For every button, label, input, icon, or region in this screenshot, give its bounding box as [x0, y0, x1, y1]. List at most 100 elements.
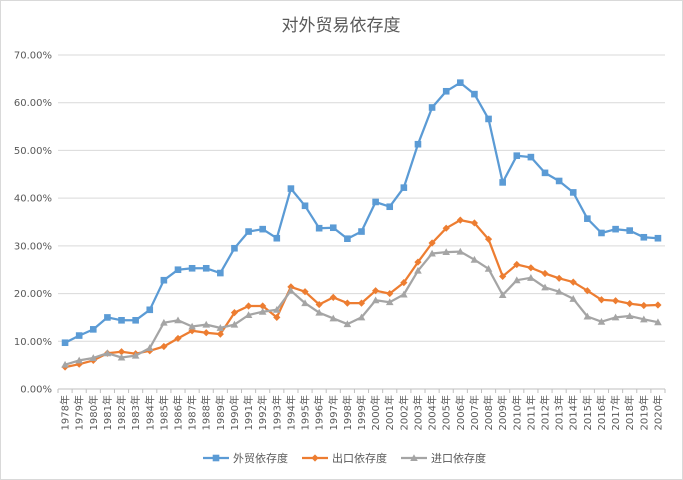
data-point: [513, 260, 521, 269]
data-point: [61, 339, 69, 347]
data-point: [400, 278, 408, 287]
data-point: [555, 274, 563, 282]
data-point: [414, 258, 422, 266]
data-point: [555, 177, 563, 185]
x-tick-label: 1991年: [242, 395, 255, 430]
data-point: [315, 300, 323, 309]
data-point: [202, 264, 210, 272]
data-point: [118, 316, 125, 324]
data-point: [358, 228, 365, 235]
data-point: [541, 269, 549, 278]
y-tick-label: 50.00%: [14, 146, 52, 157]
data-point: [400, 184, 408, 191]
x-tick-label: 1987年: [186, 395, 199, 430]
data-point: [385, 298, 394, 306]
data-point: [371, 296, 380, 304]
data-point: [597, 317, 606, 325]
data-point: [470, 255, 479, 263]
gridlines: [58, 54, 665, 390]
data-point: [386, 203, 394, 211]
x-tick-label: 1984年: [143, 395, 156, 430]
data-point: [230, 320, 239, 328]
data-point: [160, 318, 168, 326]
data-point: [484, 264, 493, 272]
series-line: [64, 250, 659, 366]
series-2: [61, 216, 662, 371]
data-point: [287, 286, 295, 294]
data-point: [386, 289, 394, 298]
data-point: [103, 349, 112, 357]
x-tick-label: 1998年: [341, 395, 354, 430]
x-tick-label: 1995年: [299, 395, 312, 430]
data-point: [456, 247, 465, 255]
y-tick-label: 70.00%: [14, 51, 52, 62]
data-point: [75, 332, 83, 339]
data-point: [216, 324, 225, 331]
data-point: [626, 299, 634, 308]
x-tick-label: 1996年: [313, 395, 326, 430]
data-point: [654, 318, 662, 326]
x-tick-label: 1978年: [59, 395, 72, 430]
data-point: [132, 316, 139, 324]
data-point: [498, 291, 507, 299]
data-point: [527, 274, 535, 281]
data-point: [428, 239, 436, 247]
data-point: [104, 314, 111, 321]
data-point: [372, 198, 379, 206]
data-point: [499, 272, 507, 280]
data-point: [471, 90, 478, 98]
legend-item: 外贸依存度: [203, 451, 288, 465]
data-point: [640, 301, 648, 310]
data-point: [512, 276, 521, 284]
data-point: [315, 308, 323, 316]
data-point: [598, 229, 605, 237]
data-point: [230, 309, 239, 317]
x-tick-label: 2004年: [426, 395, 439, 430]
x-tick-label: 2008年: [482, 395, 495, 430]
data-point: [499, 179, 506, 186]
data-point: [485, 115, 492, 123]
x-tick-label: 2011年: [524, 395, 537, 430]
data-point: [145, 344, 154, 351]
data-point: [301, 202, 309, 210]
data-point: [597, 296, 606, 304]
x-tick-label: 1986年: [171, 395, 184, 430]
y-tick-label: 40.00%: [14, 194, 52, 205]
data-point: [442, 248, 450, 256]
data-point: [287, 185, 295, 192]
series-layer: [61, 79, 662, 371]
data-point: [217, 269, 224, 277]
data-point: [414, 140, 422, 148]
data-point: [654, 301, 662, 309]
data-point: [216, 330, 224, 338]
data-point: [329, 224, 337, 232]
data-point: [611, 297, 620, 305]
data-point: [75, 360, 83, 368]
data-point: [174, 266, 182, 274]
data-point: [273, 305, 281, 313]
data-point: [202, 320, 211, 328]
y-tick-label: 0.00%: [20, 385, 52, 396]
data-point: [231, 244, 238, 252]
x-tick-label: 2003年: [411, 395, 424, 430]
data-point: [202, 329, 210, 337]
chart-title: 对外贸易依存度: [282, 16, 401, 36]
data-point: [131, 351, 140, 359]
x-tick-label: 1983年: [129, 395, 142, 430]
y-tick-label: 30.00%: [14, 241, 52, 252]
legend-label: 外贸依存度: [233, 451, 288, 465]
data-point: [513, 152, 521, 159]
x-tick-label: 2002年: [397, 395, 410, 430]
data-point: [343, 299, 351, 307]
data-point: [301, 288, 309, 296]
data-point: [640, 233, 648, 241]
x-tick-label: 2017年: [609, 395, 622, 430]
data-point: [625, 312, 634, 319]
data-point: [273, 234, 281, 242]
data-point: [188, 322, 196, 330]
x-tick-label: 1992年: [256, 395, 269, 430]
x-tick-label: 2012年: [539, 395, 552, 430]
series-1: [61, 79, 662, 347]
data-point: [428, 249, 436, 257]
x-tick-label: 1985年: [157, 395, 170, 430]
